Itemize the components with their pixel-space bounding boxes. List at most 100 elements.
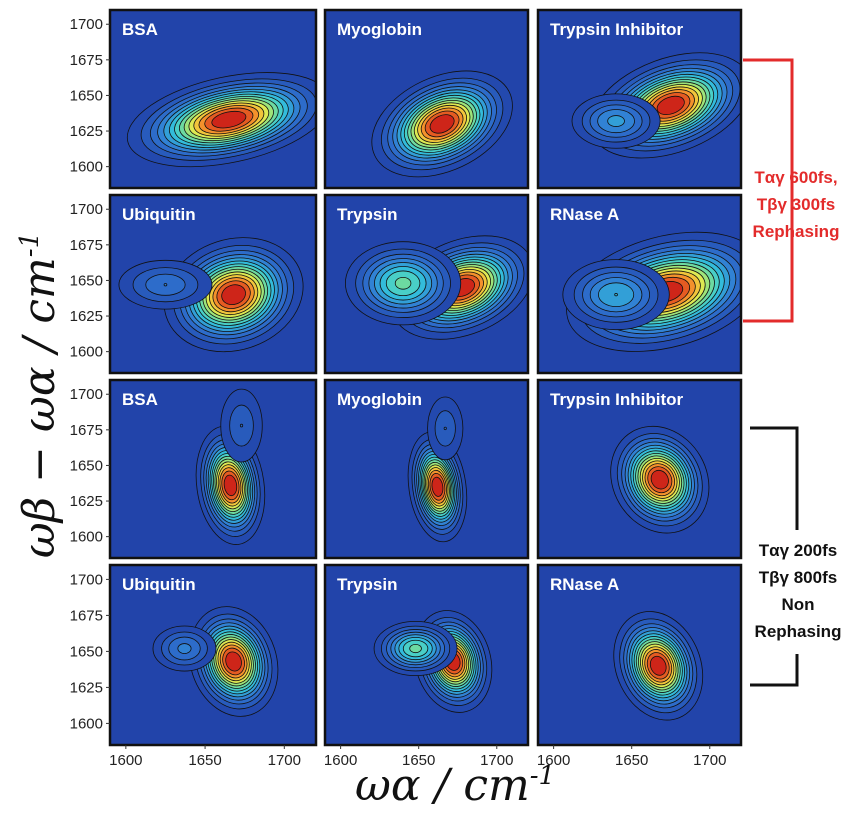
contour-line bbox=[403, 94, 481, 153]
contour-line bbox=[204, 625, 263, 698]
contour-line bbox=[207, 628, 261, 695]
spectrum-panel: Trypsin Inhibitor bbox=[536, 8, 743, 190]
contour-line bbox=[163, 283, 168, 287]
contour-line bbox=[644, 463, 676, 497]
panel-frame bbox=[108, 8, 318, 190]
contour-line bbox=[239, 423, 244, 428]
contour-line bbox=[371, 70, 513, 178]
contour-fill bbox=[395, 277, 411, 290]
panel-frame bbox=[536, 563, 743, 747]
contour-line bbox=[398, 636, 433, 661]
contour-line bbox=[429, 114, 455, 134]
contour-line bbox=[392, 86, 492, 162]
panel-frame bbox=[536, 8, 743, 190]
contour-fill bbox=[177, 643, 192, 654]
contour-line bbox=[418, 451, 457, 523]
y-tick-label: 1600 bbox=[70, 159, 103, 176]
contour-line bbox=[443, 426, 447, 431]
contour-line bbox=[202, 268, 265, 321]
contour-line bbox=[198, 618, 269, 705]
contour-line bbox=[425, 464, 450, 510]
contour-line bbox=[211, 110, 247, 129]
panel-title: Ubiquitin bbox=[122, 575, 196, 594]
panel-frame bbox=[536, 193, 743, 375]
nonrephasing-annotation: Tαγ 200fs Tβγ 800fs Non Rephasing bbox=[755, 541, 842, 641]
contour-line bbox=[629, 630, 688, 702]
x-axis-title: ωα / cm-1 bbox=[355, 760, 555, 811]
x-tick-label: 1650 bbox=[615, 752, 648, 769]
contour-line bbox=[420, 107, 464, 141]
contour-line bbox=[380, 77, 504, 171]
contour-line bbox=[647, 466, 673, 494]
contour-line bbox=[221, 284, 246, 306]
y-tick-label: 1675 bbox=[70, 52, 103, 69]
panel-frame bbox=[108, 193, 318, 375]
rephasing-annotation-line-1: Tαγ 600fs, bbox=[754, 168, 837, 187]
contour-fill bbox=[650, 656, 667, 676]
contour-line bbox=[423, 461, 452, 512]
contour-line bbox=[193, 102, 265, 137]
panel-frame bbox=[323, 8, 530, 190]
contour-line bbox=[374, 262, 433, 305]
contour-line bbox=[409, 643, 422, 654]
contour-line bbox=[387, 82, 497, 166]
contour-line bbox=[188, 606, 279, 717]
contour-line bbox=[419, 454, 456, 520]
nonrephasing-annotation-line-3: Non bbox=[781, 595, 814, 614]
contour-line bbox=[163, 237, 304, 353]
spectrum-panel: Trypsin Inhibitor bbox=[536, 378, 743, 560]
y-tick-label: 1600 bbox=[70, 715, 103, 732]
y-tick-label: 1650 bbox=[70, 87, 103, 104]
contour-line bbox=[216, 461, 245, 510]
contour-line bbox=[639, 458, 680, 502]
panel-title: Trypsin Inhibitor bbox=[550, 20, 684, 39]
y-tick-label: 1675 bbox=[70, 422, 103, 439]
contour-line bbox=[194, 613, 273, 710]
contour-line bbox=[118, 259, 213, 310]
panel-title: Ubiquitin bbox=[122, 205, 196, 224]
y-tick-label: 1625 bbox=[70, 679, 103, 696]
contour-fill bbox=[651, 470, 669, 490]
y-tick-label: 1650 bbox=[70, 457, 103, 474]
contour-line bbox=[582, 272, 650, 318]
peak-contours bbox=[152, 625, 217, 672]
x-tick-label: 1600 bbox=[324, 752, 357, 769]
spectrum-panel: Trypsin bbox=[323, 193, 530, 375]
contour-line bbox=[223, 474, 238, 497]
y-tick-label: 1675 bbox=[70, 237, 103, 254]
spectrum-panel: Trypsin bbox=[323, 563, 530, 747]
contour-fill bbox=[430, 114, 455, 134]
contour-line bbox=[431, 476, 444, 497]
contour-line bbox=[417, 104, 467, 143]
contour-line bbox=[614, 293, 618, 297]
y-tick-label: 1600 bbox=[70, 344, 103, 361]
panel-title: BSA bbox=[122, 390, 158, 409]
contour-line bbox=[637, 641, 679, 691]
contour-line bbox=[221, 470, 240, 501]
peak-contours bbox=[118, 259, 213, 310]
contour-line bbox=[362, 253, 444, 313]
rephasing-annotation-line-3: Rephasing bbox=[753, 222, 840, 241]
peak bbox=[427, 397, 463, 460]
y-axis-title: ωβ − ωα / cm-1 bbox=[14, 232, 65, 558]
contour-line bbox=[219, 644, 248, 679]
contour-line bbox=[140, 78, 316, 161]
contour-line bbox=[184, 254, 283, 336]
spectrum-panel: Ubiquitin bbox=[108, 563, 318, 747]
spectrum-panel: RNase A bbox=[536, 563, 743, 747]
peak-contours bbox=[163, 237, 304, 353]
contour-line bbox=[644, 649, 673, 683]
contour-line bbox=[126, 72, 316, 168]
peak-contours bbox=[613, 611, 704, 721]
panel-frame bbox=[323, 563, 530, 747]
y-tick-label: 1625 bbox=[70, 123, 103, 140]
panel-title: Trypsin bbox=[337, 575, 397, 594]
panel-title: Trypsin Inhibitor bbox=[550, 390, 684, 409]
contour-line bbox=[211, 634, 256, 689]
peak-contours bbox=[610, 425, 710, 534]
contour-line bbox=[642, 460, 678, 499]
contour-line bbox=[152, 625, 217, 672]
contour-line bbox=[213, 455, 248, 515]
nonrephasing-bracket bbox=[750, 426, 799, 687]
